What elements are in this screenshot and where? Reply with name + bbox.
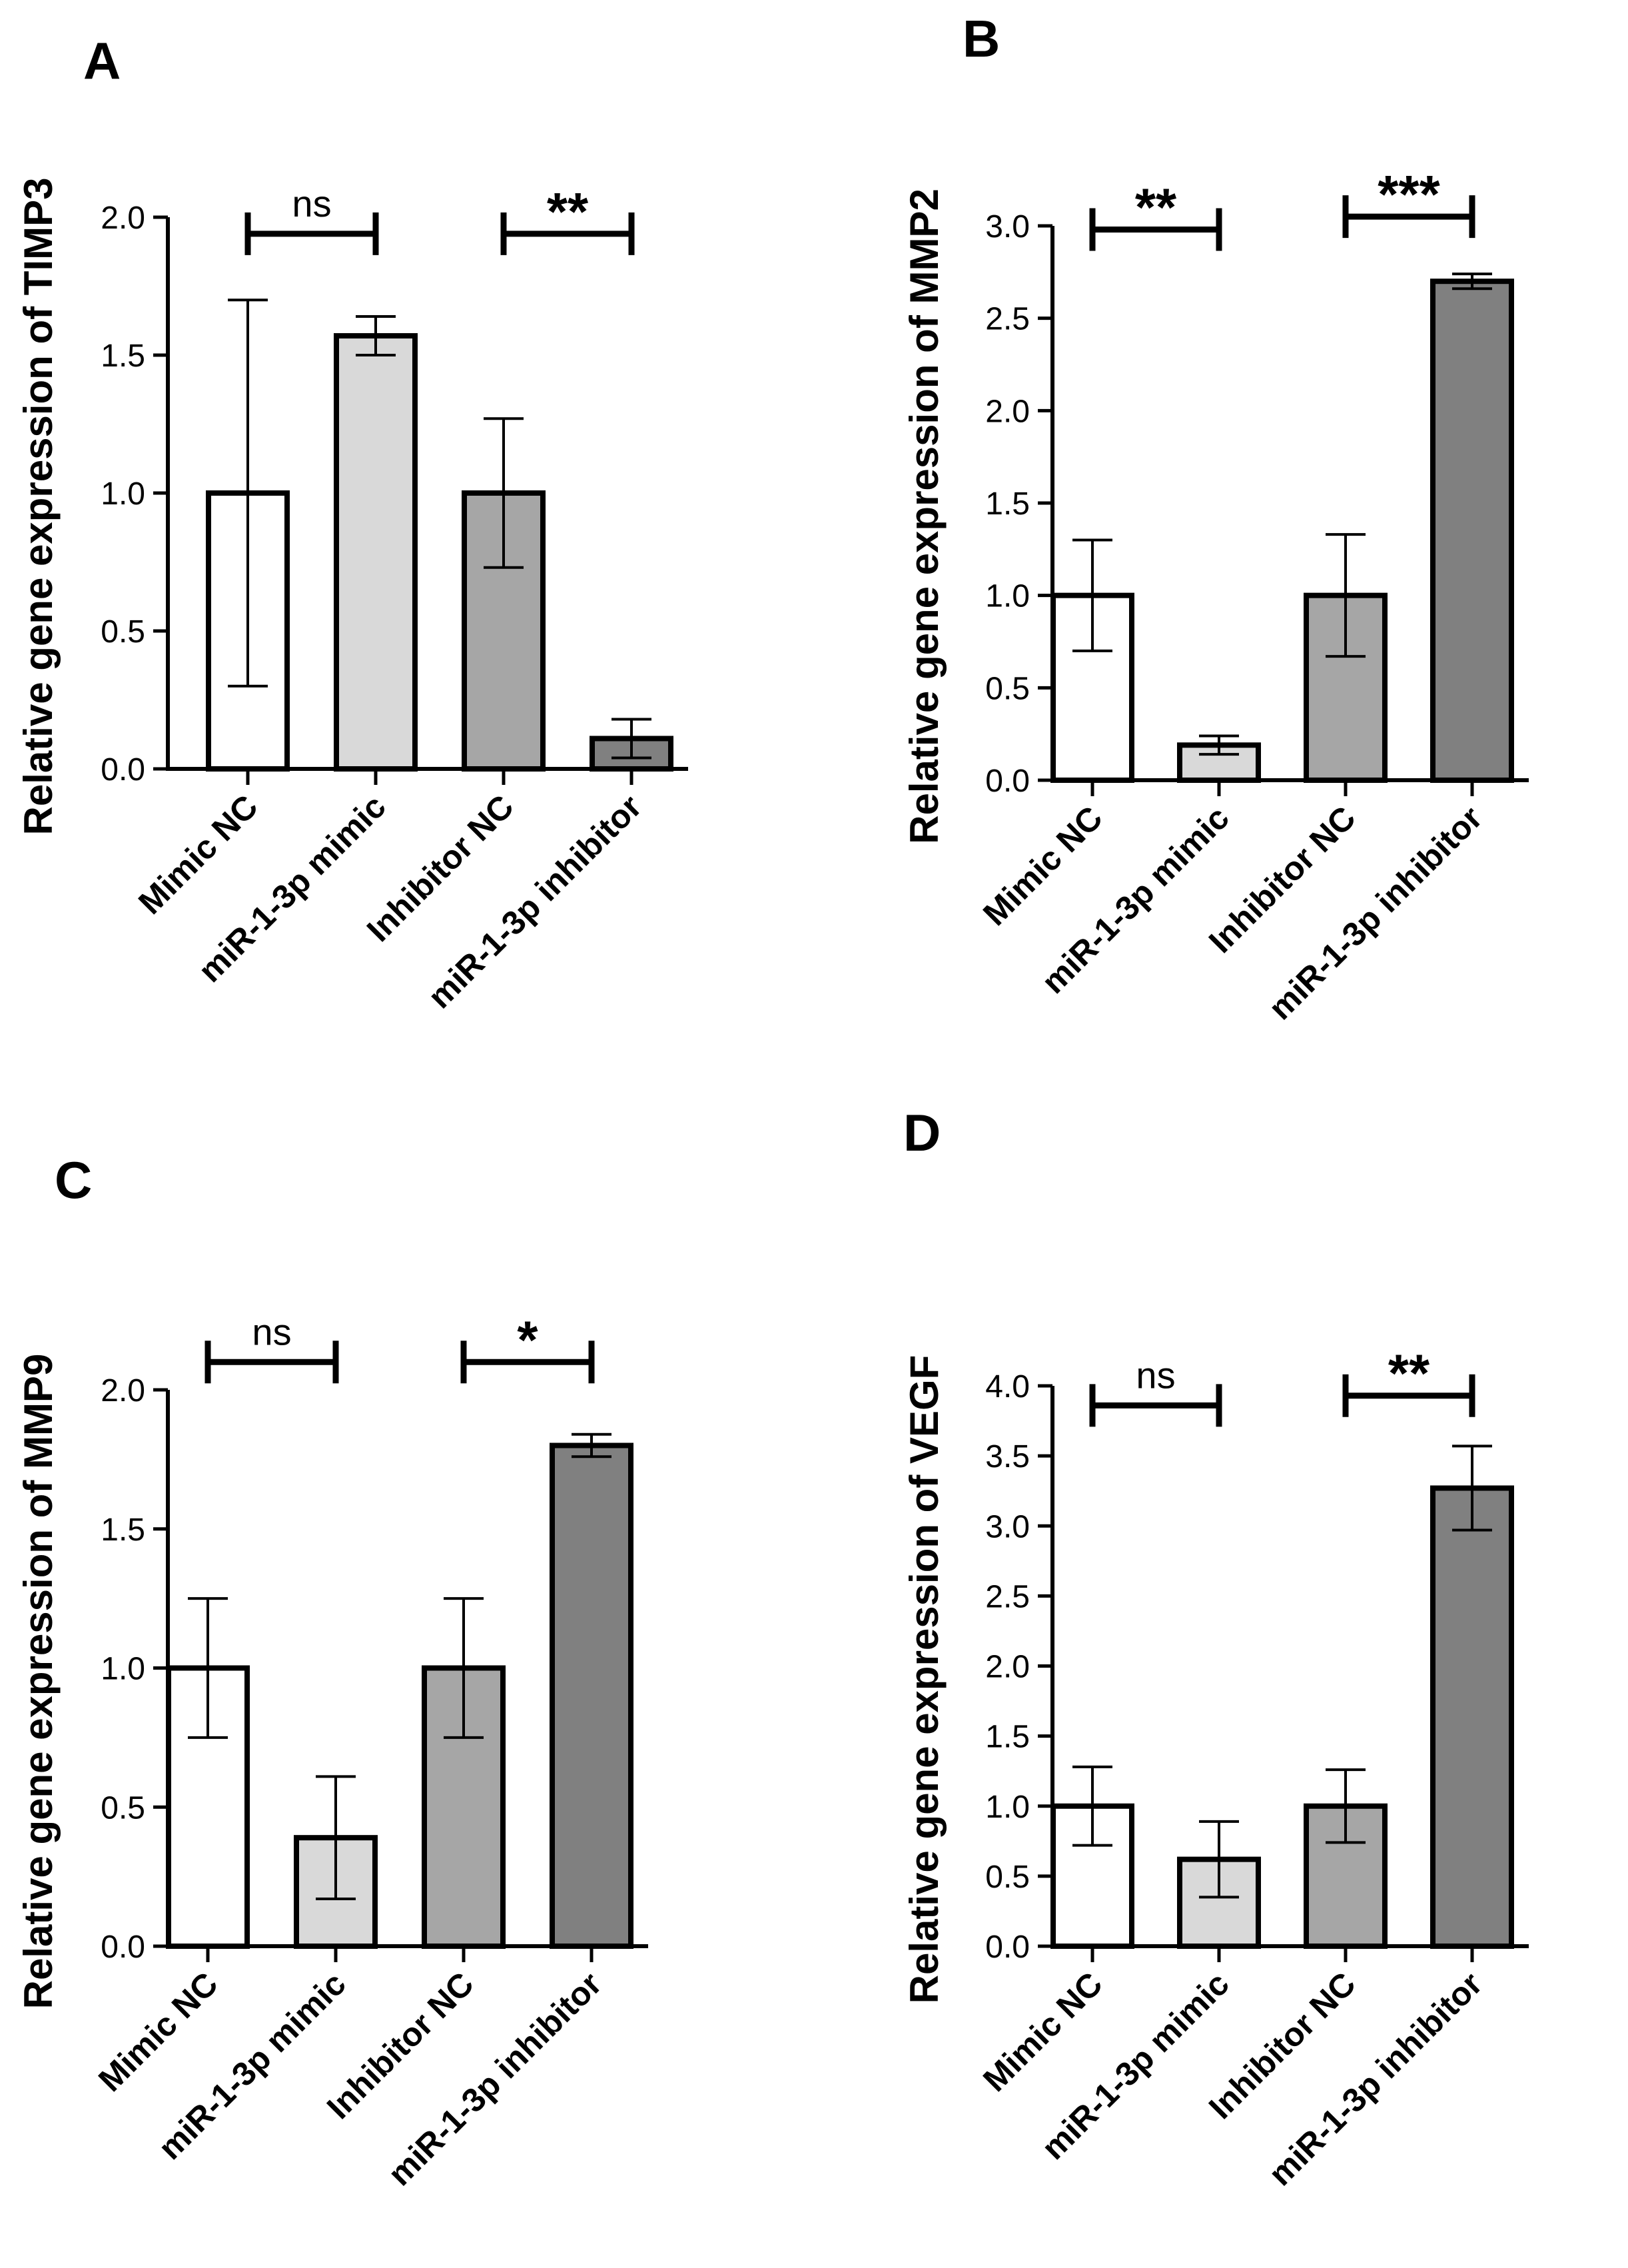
y-tick-label: 3.0 <box>985 209 1030 245</box>
y-tick-label: 2.5 <box>985 302 1030 337</box>
panel-d: D Relative gene expression of VEGF 0.0 0.5 1… <box>902 1103 1529 2193</box>
y-tick-label: 1.5 <box>985 1720 1030 1755</box>
bar <box>1430 1485 1514 1949</box>
y-tick-label: 1.5 <box>101 1512 145 1548</box>
significance-label: * <box>517 1310 538 1369</box>
panel-letter: C <box>55 1151 92 1209</box>
y-tick-label: 0.5 <box>985 1860 1030 1895</box>
bar <box>1177 742 1261 783</box>
y-tick-label: 1.0 <box>985 579 1030 614</box>
y-axis-label: Relative gene expression of MMP9 <box>16 1354 61 2009</box>
y-tick-label: 0.0 <box>985 1930 1030 1965</box>
y-tick-label: 1.0 <box>101 1652 145 1687</box>
category-label: Mimic NC <box>976 799 1110 933</box>
bar <box>550 1442 633 1949</box>
y-tick-label: 1.5 <box>101 338 145 374</box>
significance-label: ** <box>1388 1344 1430 1403</box>
y-tick-label: 2.0 <box>101 201 145 236</box>
category-label: miR-1-3p inhibitor <box>421 788 649 1015</box>
significance-label: ** <box>1135 178 1177 237</box>
y-tick-label: 1.0 <box>985 1790 1030 1825</box>
significance-label: *** <box>1378 165 1440 224</box>
category-label: Mimic NC <box>976 1965 1110 2099</box>
y-tick-label: 0.5 <box>101 1790 145 1826</box>
category-label: miR-1-3p inhibitor <box>1262 799 1489 1027</box>
y-tick-label: 0.0 <box>101 1930 145 1965</box>
significance-label: ns <box>1136 1354 1175 1396</box>
y-tick-label: 2.0 <box>985 394 1030 429</box>
category-label: Mimic NC <box>91 1965 225 2099</box>
panel-letter: B <box>963 9 1000 68</box>
y-tick-label: 0.5 <box>101 614 145 650</box>
bar <box>1430 279 1514 783</box>
y-tick-label: 0.0 <box>101 752 145 788</box>
y-axis-label: Relative gene expression of MMP2 <box>902 189 947 844</box>
y-tick-label: 1.0 <box>101 476 145 512</box>
category-label: miR-1-3p inhibitor <box>381 1965 609 2193</box>
y-tick-label: 4.0 <box>985 1369 1030 1405</box>
y-tick-label: 2.0 <box>101 1373 145 1409</box>
panel-letter: D <box>903 1103 941 1162</box>
y-axis-label: Relative gene expression of VEGF <box>902 1355 947 2004</box>
y-tick-label: 2.5 <box>985 1579 1030 1614</box>
panel-b: B Relative gene expression of MMP2 0.0 0.5 1… <box>902 9 1529 1027</box>
y-tick-label: 3.0 <box>985 1509 1030 1544</box>
category-label: miR-1-3p inhibitor <box>1262 1965 1489 2193</box>
panel-letter: A <box>83 31 121 90</box>
category-label: Mimic NC <box>131 788 265 921</box>
significance-label: ** <box>547 182 589 241</box>
panel-c: C Relative gene expression of MMP9 0.0 0.5 1… <box>16 1151 648 2193</box>
y-tick-label: 1.5 <box>985 486 1030 522</box>
y-tick-label: 2.0 <box>985 1650 1030 1685</box>
significance-label: ns <box>252 1311 291 1353</box>
y-tick-label: 3.5 <box>985 1439 1030 1474</box>
y-tick-label: 0.0 <box>985 764 1030 799</box>
y-tick-label: 0.5 <box>985 671 1030 706</box>
panel-a: A Relative gene expression of TIMP3 0.0 0.5… <box>16 31 688 1015</box>
bar <box>334 333 418 772</box>
significance-label: ns <box>292 183 331 225</box>
y-axis-label: Relative gene expression of TIMP3 <box>16 178 61 836</box>
